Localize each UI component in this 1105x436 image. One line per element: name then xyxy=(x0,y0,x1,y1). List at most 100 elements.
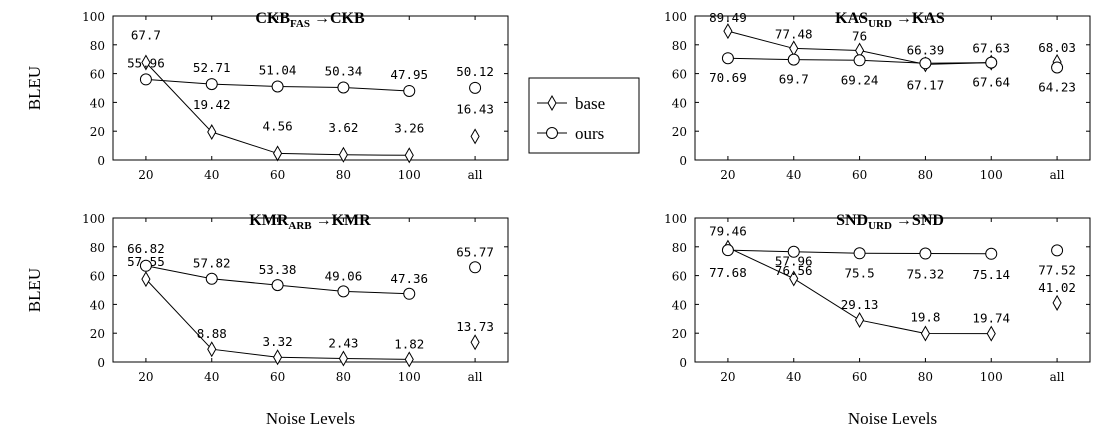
data-label-base: 3.62 xyxy=(328,120,358,135)
x-axis-label: Noise Levels xyxy=(848,409,937,428)
y-tick-label: 100 xyxy=(664,212,687,226)
plot-frame xyxy=(112,15,509,161)
x-tick-label: 80 xyxy=(918,168,933,182)
data-label-base: 3.32 xyxy=(263,334,293,349)
y-tick-label: 0 xyxy=(97,154,105,168)
data-point-ours xyxy=(919,57,932,70)
data-point-base xyxy=(207,341,217,358)
data-label-ours: 67.64 xyxy=(972,75,1010,90)
y-tick-label: 80 xyxy=(672,39,687,53)
data-point-base xyxy=(920,325,930,342)
data-point-ours xyxy=(469,81,482,94)
data-point-ours xyxy=(853,54,866,67)
data-label-base: 67.63 xyxy=(972,41,1010,56)
x-tick-label: 100 xyxy=(980,370,1003,384)
data-point-ours xyxy=(139,259,152,272)
data-label-ours: 50.12 xyxy=(456,64,494,79)
data-point-base xyxy=(141,271,151,288)
data-point-ours xyxy=(403,287,416,300)
x-tick-label: 20 xyxy=(138,370,153,384)
chart-title: SNDURD →SND xyxy=(836,212,944,232)
chart-panel-1: 0 20 40 60 80 100 20 40 60 80 100 all CKBFAS →CKB BLE… xyxy=(25,10,509,182)
x-tick-label: 80 xyxy=(336,168,351,182)
y-tick-label: 40 xyxy=(90,298,105,312)
y-tick-label: 80 xyxy=(672,241,687,255)
x-tick-label: 40 xyxy=(204,370,219,384)
x-tick-label: 20 xyxy=(720,370,735,384)
data-label-ours: 66.82 xyxy=(127,241,165,256)
x-axis-label: Noise Levels xyxy=(266,409,355,428)
data-point-ours xyxy=(139,73,152,86)
x-tick-label: 60 xyxy=(270,370,285,384)
data-point-base xyxy=(338,146,348,163)
data-label-base: 1.82 xyxy=(394,336,424,351)
chart-title: KMRARB →KMR xyxy=(249,212,371,232)
legend-box xyxy=(528,77,640,154)
data-point-ours xyxy=(1051,244,1064,257)
data-label-base: 79.46 xyxy=(709,224,747,239)
data-label-ours: 57.82 xyxy=(193,256,231,271)
data-point-ours xyxy=(985,247,998,260)
data-label-ours: 49.06 xyxy=(325,268,363,283)
data-point-base xyxy=(789,270,799,287)
data-label-base: 4.56 xyxy=(263,118,293,133)
y-tick-label: 20 xyxy=(672,327,687,341)
data-label-ours: 65.77 xyxy=(456,244,494,259)
x-tick-label: 60 xyxy=(270,168,285,182)
data-label-ours: 77.68 xyxy=(709,265,747,280)
y-tick-label: 40 xyxy=(672,298,687,312)
data-point-base xyxy=(789,40,799,57)
plot-frame xyxy=(694,217,1091,363)
data-label-base: 3.26 xyxy=(394,120,424,135)
data-label-base: 8.88 xyxy=(197,326,227,341)
data-label-base: 16.43 xyxy=(456,101,494,116)
y-tick-label: 40 xyxy=(672,96,687,110)
data-label-ours: 64.23 xyxy=(1038,80,1076,95)
data-label-ours: 77.52 xyxy=(1038,262,1076,277)
x-tick-label: 100 xyxy=(980,168,1003,182)
x-tick-label: all xyxy=(468,370,483,384)
data-label-base: 19.42 xyxy=(193,97,231,112)
data-point-base xyxy=(207,124,217,141)
chart-title: CKBFAS →CKB xyxy=(255,10,365,30)
x-tick-label: 60 xyxy=(852,370,867,384)
data-point-ours xyxy=(205,78,218,91)
data-point-base xyxy=(273,145,283,162)
y-tick-label: 60 xyxy=(90,270,105,284)
legend: base ours xyxy=(528,77,640,154)
data-label-base: 29.13 xyxy=(841,297,879,312)
data-label-base: 19.8 xyxy=(910,309,940,324)
data-point-base xyxy=(404,351,414,368)
data-label-base: 66.39 xyxy=(907,42,945,57)
plot-frame xyxy=(112,217,509,363)
data-label-ours: 47.36 xyxy=(390,271,428,286)
legend-base-marker-icon xyxy=(547,94,557,112)
y-tick-label: 80 xyxy=(90,241,105,255)
data-label-ours: 75.32 xyxy=(907,267,945,282)
data-point-ours xyxy=(1051,61,1064,74)
data-point-base xyxy=(404,147,414,164)
x-tick-label: 40 xyxy=(786,168,801,182)
data-point-ours xyxy=(919,247,932,260)
chart-title: KASURD →KAS xyxy=(835,10,945,30)
data-point-ours xyxy=(271,80,284,93)
data-point-ours xyxy=(721,52,734,65)
data-point-ours xyxy=(985,56,998,69)
data-point-base xyxy=(470,334,480,351)
data-point-ours xyxy=(337,285,350,298)
data-label-ours: 50.34 xyxy=(325,64,363,79)
y-tick-label: 60 xyxy=(672,68,687,82)
data-point-ours xyxy=(337,81,350,94)
data-label-ours: 70.69 xyxy=(709,70,747,85)
data-label-base: 67.7 xyxy=(131,28,161,43)
data-label-ours: 75.5 xyxy=(845,265,875,280)
y-tick-label: 100 xyxy=(664,10,687,24)
data-label-base: 89.49 xyxy=(709,10,747,25)
data-label-base: 68.03 xyxy=(1038,40,1076,55)
legend-base-label: base xyxy=(575,94,605,113)
data-point-base xyxy=(141,54,151,71)
data-point-ours xyxy=(271,279,284,292)
data-label-base: 77.48 xyxy=(775,26,813,41)
data-point-ours xyxy=(787,53,800,66)
